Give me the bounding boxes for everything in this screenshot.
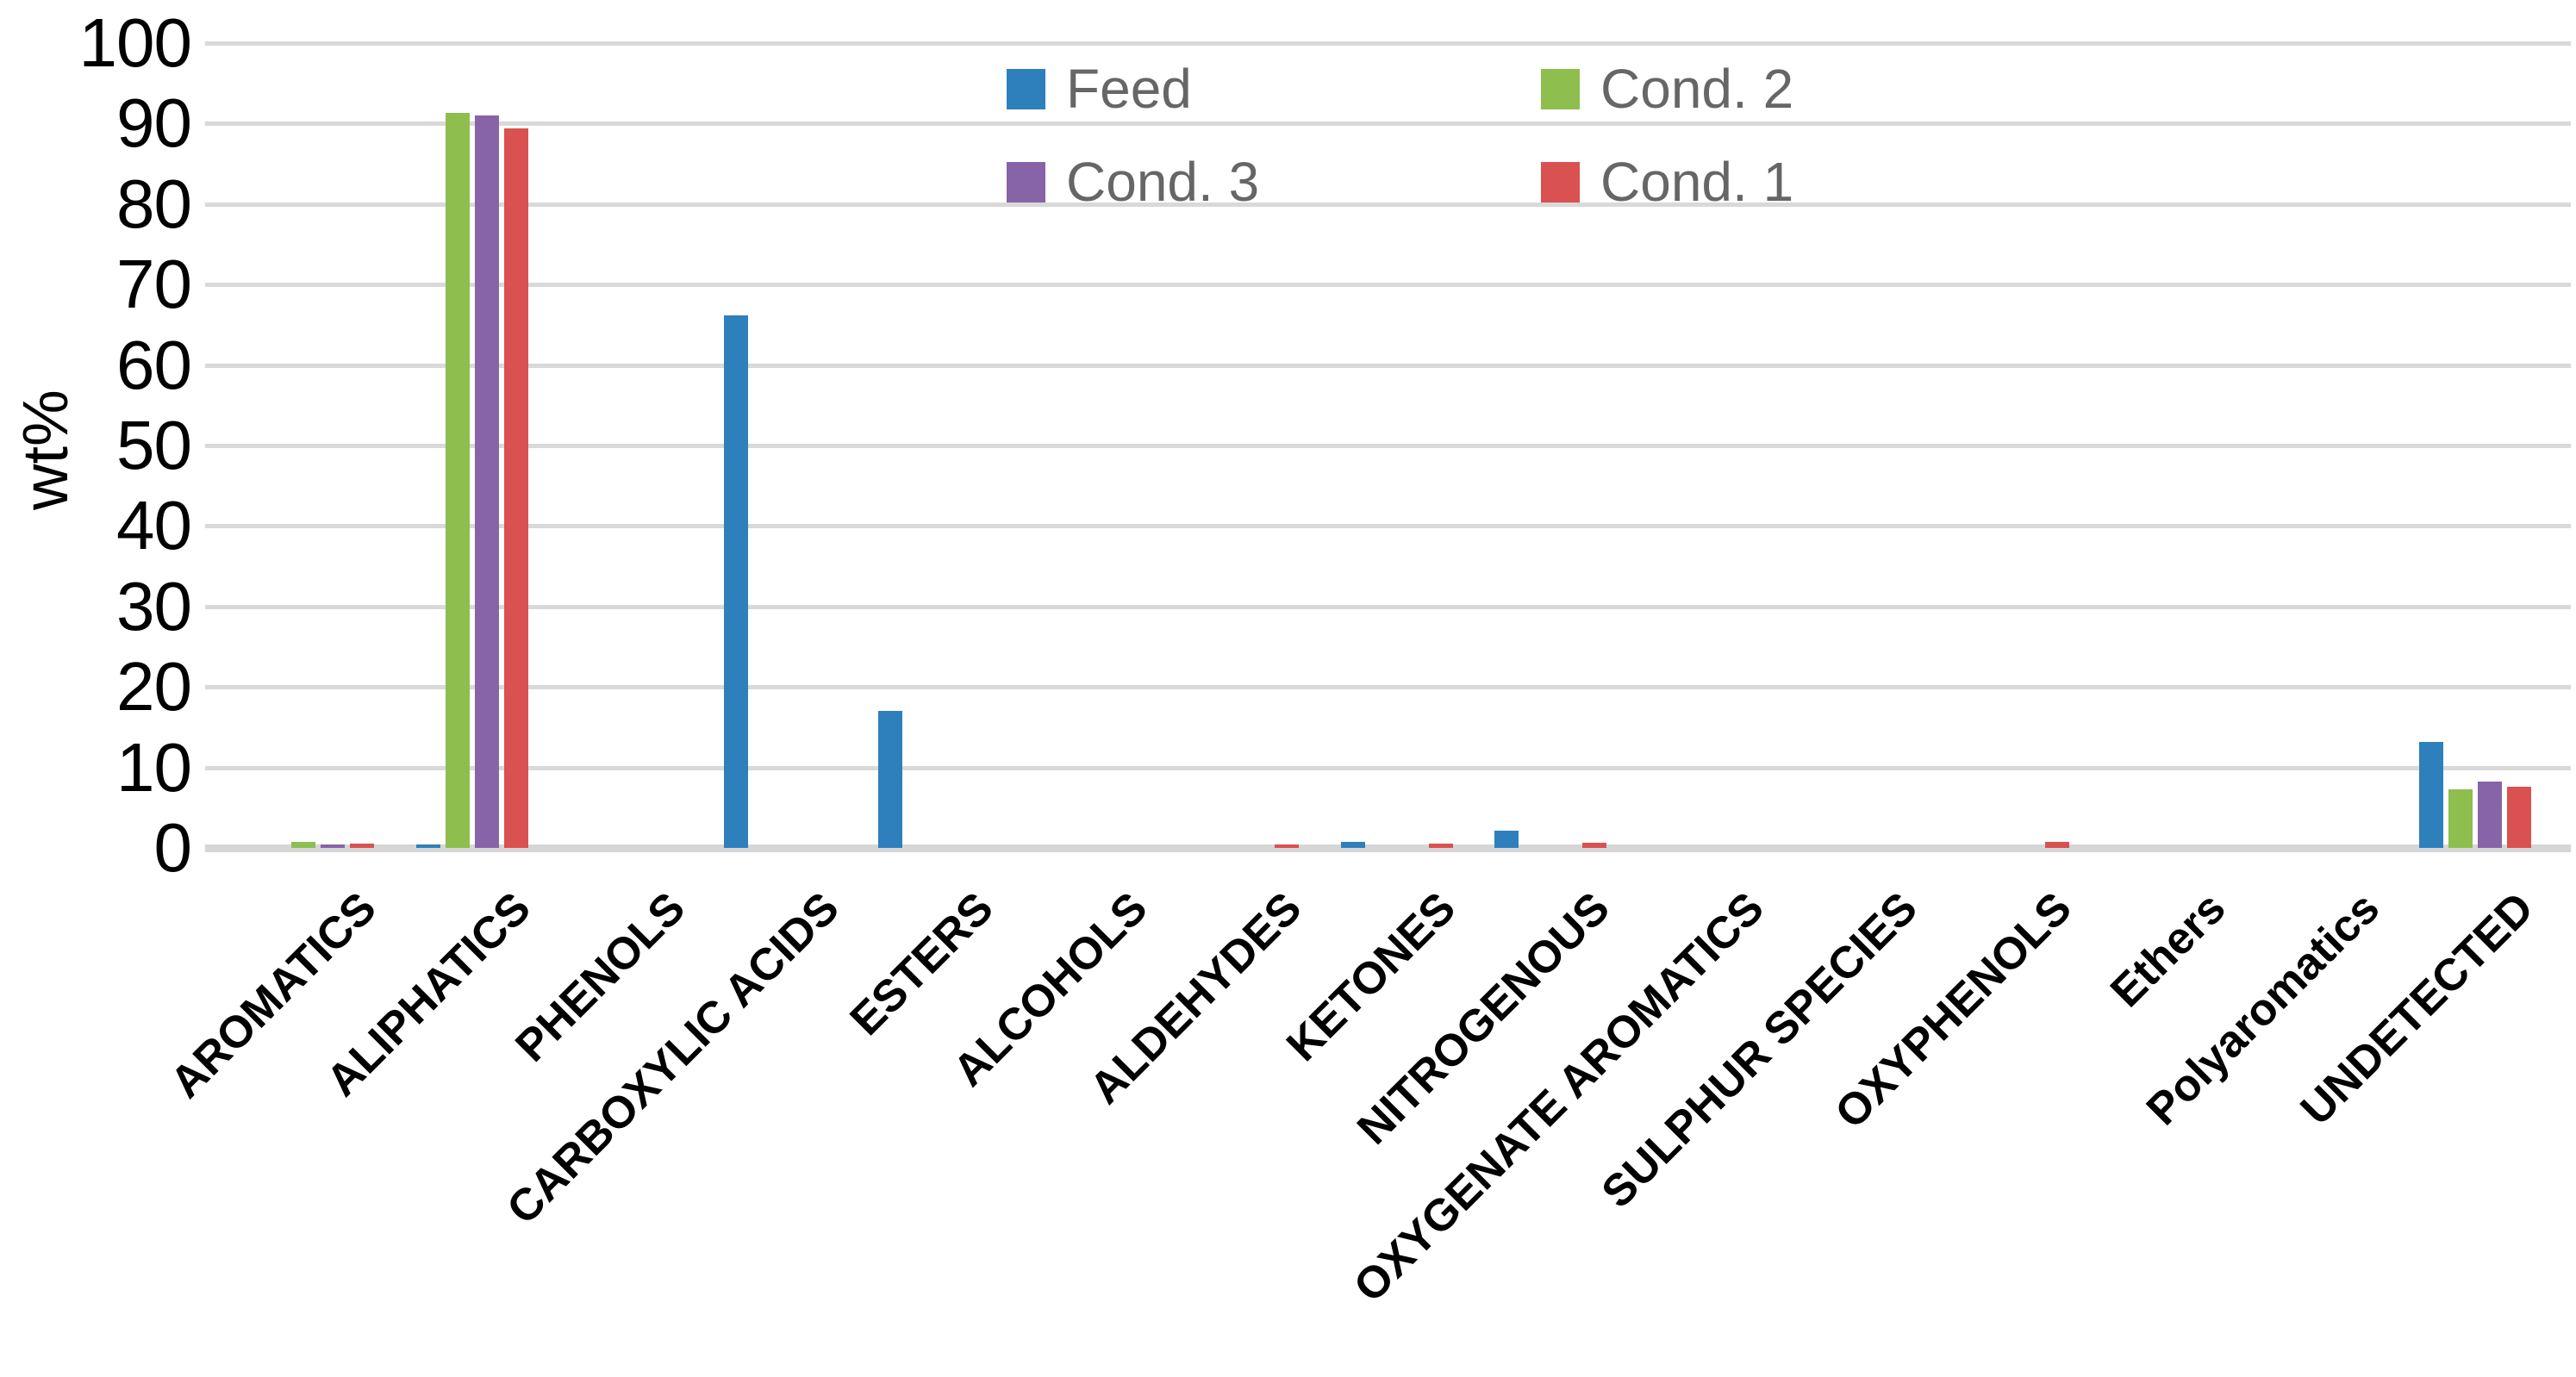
y-tick-label-70: 70 xyxy=(116,246,192,323)
gridline-30 xyxy=(205,604,2571,609)
bar-cond-1-undetected xyxy=(2507,787,2532,848)
bar-feed-esters xyxy=(878,711,903,848)
bar-cond-1-ketones xyxy=(1428,844,1453,848)
bar-feed-undetected xyxy=(2419,741,2444,848)
legend-item-cond-3: Cond. 3 xyxy=(1007,150,1259,214)
bar-feed-aliphatics xyxy=(415,844,440,848)
legend-swatch-cond-3 xyxy=(1007,161,1045,202)
x-label-esters: ESTERS xyxy=(840,882,1003,1045)
bar-feed-nitrogenous xyxy=(1494,831,1519,848)
bar-cond-1-aromatics xyxy=(350,844,374,848)
x-label-ethers: Ethers xyxy=(2101,882,2236,1018)
bar-cond-1-aliphatics xyxy=(503,128,528,848)
y-tick-label-80: 80 xyxy=(116,165,192,242)
gridline-40 xyxy=(205,524,2571,529)
y-tick-label-30: 30 xyxy=(116,567,192,645)
legend-label-feed: Feed xyxy=(1066,58,1192,120)
bar-cond-2-aromatics xyxy=(291,841,315,848)
gridline-20 xyxy=(205,685,2571,690)
legend-swatch-cond-1 xyxy=(1541,161,1580,202)
legend-item-cond-2: Cond. 2 xyxy=(1541,57,1793,121)
gridline-90 xyxy=(205,122,2571,127)
bar-cond-2-undetected xyxy=(2448,788,2473,848)
y-tick-label-50: 50 xyxy=(116,407,192,483)
bar-cond-2-aliphatics xyxy=(445,113,470,848)
bar-cond-3-aromatics xyxy=(321,844,345,848)
legend-item-feed: Feed xyxy=(1007,57,1192,121)
bar-cond-1-nitrogenous xyxy=(1582,843,1607,848)
legend-swatch-cond-2 xyxy=(1541,68,1580,109)
bar-cond-1-oxyphenols xyxy=(2044,842,2069,848)
y-tick-label-40: 40 xyxy=(116,487,192,564)
gridline-70 xyxy=(205,283,2571,288)
legend-swatch-feed xyxy=(1007,68,1045,109)
bar-cond-3-undetected xyxy=(2478,782,2503,848)
gridline-50 xyxy=(205,444,2571,448)
y-tick-label-90: 90 xyxy=(116,84,192,162)
legend-label-cond-1: Cond. 1 xyxy=(1600,151,1794,213)
legend-label-cond-3: Cond. 3 xyxy=(1066,151,1260,213)
y-tick-label-0: 0 xyxy=(153,809,193,886)
gridline-0 xyxy=(205,844,2571,852)
bar-cond-3-aliphatics xyxy=(474,115,499,848)
legend-item-cond-1: Cond. 1 xyxy=(1541,150,1793,214)
y-tick-label-10: 10 xyxy=(116,728,192,806)
bar-cond-1-aldehydes xyxy=(1274,844,1299,848)
gridline-100 xyxy=(205,41,2571,46)
bar-feed-carboxylic-acids xyxy=(724,315,749,848)
gridline-10 xyxy=(205,765,2571,770)
y-tick-label-100: 100 xyxy=(78,4,192,81)
bar-feed-ketones xyxy=(1340,842,1365,848)
y-tick-label-60: 60 xyxy=(116,326,192,403)
legend-label-cond-2: Cond. 2 xyxy=(1600,58,1794,120)
gridline-80 xyxy=(205,202,2571,207)
gridline-60 xyxy=(205,363,2571,368)
y-tick-label-20: 20 xyxy=(116,648,192,726)
